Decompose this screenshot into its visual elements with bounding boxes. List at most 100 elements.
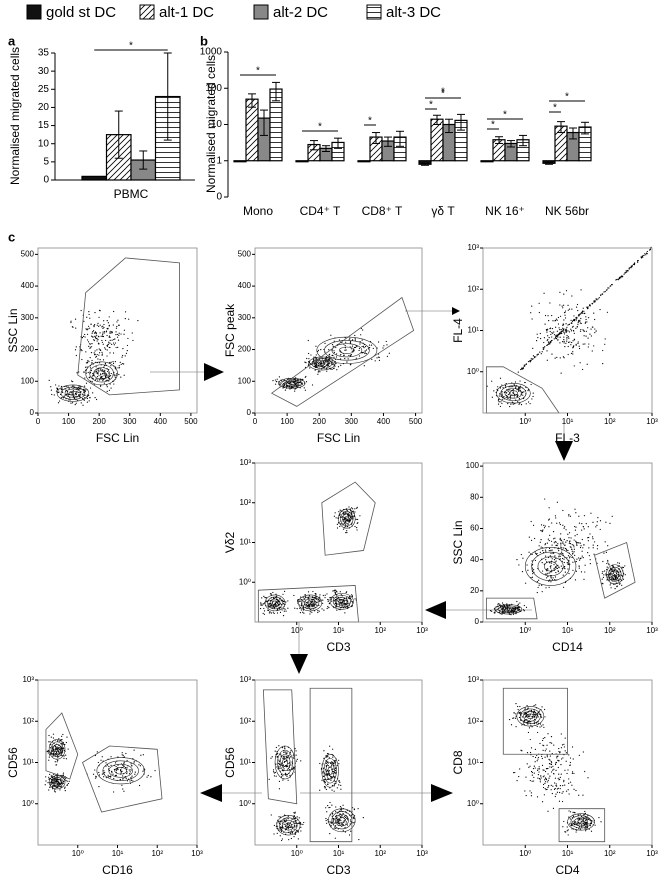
event	[555, 541, 557, 543]
event	[549, 302, 551, 304]
event	[124, 777, 126, 779]
event	[570, 328, 572, 330]
event	[577, 542, 579, 544]
event	[577, 821, 580, 823]
event	[522, 368, 524, 370]
event	[314, 603, 316, 605]
event	[103, 330, 106, 333]
event	[310, 601, 312, 603]
event	[530, 539, 533, 541]
event	[55, 747, 57, 749]
event	[548, 547, 551, 550]
event	[567, 563, 569, 566]
event	[336, 609, 338, 611]
event	[284, 751, 286, 753]
event	[112, 352, 115, 354]
event	[583, 823, 586, 825]
event	[572, 353, 574, 355]
event	[104, 369, 106, 372]
event	[119, 361, 121, 363]
event	[363, 347, 365, 349]
event	[274, 771, 276, 774]
y-tick-label: 10²	[22, 716, 34, 725]
event	[604, 343, 606, 345]
y-tick-label: 10	[211, 119, 223, 130]
event	[543, 775, 545, 777]
error-bar	[396, 130, 404, 147]
event	[524, 707, 526, 709]
event	[105, 331, 107, 333]
x-tick-label: 10⁰	[291, 626, 303, 635]
event	[282, 827, 284, 829]
event	[608, 563, 610, 565]
event	[559, 291, 561, 293]
event	[91, 342, 93, 345]
event	[268, 603, 270, 605]
event	[505, 392, 508, 394]
event	[280, 839, 283, 842]
event	[101, 334, 104, 336]
event	[277, 752, 279, 755]
event	[577, 323, 579, 326]
event	[580, 322, 582, 325]
event	[274, 383, 277, 385]
event	[102, 331, 104, 333]
event	[560, 542, 562, 544]
event	[556, 567, 559, 570]
event	[364, 351, 366, 353]
event	[45, 776, 47, 778]
y-axis-label: Normalised migrated cells	[8, 47, 22, 185]
event	[534, 537, 536, 540]
event	[563, 333, 566, 335]
contour	[516, 706, 545, 727]
event	[293, 836, 295, 838]
event	[533, 704, 535, 707]
event	[265, 601, 267, 603]
event	[99, 377, 101, 379]
event	[559, 315, 562, 317]
event	[520, 553, 522, 556]
event	[283, 610, 285, 612]
event	[569, 556, 571, 558]
event	[362, 352, 364, 354]
event	[566, 329, 568, 332]
event	[289, 756, 292, 758]
event	[279, 382, 281, 384]
y-axis-label: FL-4	[451, 318, 465, 343]
event	[529, 715, 531, 717]
event	[326, 753, 329, 755]
event	[540, 539, 542, 541]
contour	[500, 385, 527, 401]
event	[94, 354, 96, 356]
event	[110, 361, 112, 363]
event	[60, 752, 62, 754]
x-tick-label: CD4⁺ T	[300, 204, 341, 218]
y-axis-label: CD56	[223, 747, 237, 778]
y-tick-label: 5	[43, 156, 49, 167]
event	[113, 310, 115, 313]
event	[345, 599, 347, 601]
event	[57, 402, 60, 404]
contour	[308, 356, 336, 371]
event	[621, 584, 623, 586]
event	[345, 591, 347, 594]
error-bar	[445, 118, 453, 134]
event	[642, 256, 644, 258]
event	[342, 821, 344, 823]
event	[65, 393, 68, 395]
event	[339, 805, 342, 808]
event	[48, 776, 50, 778]
event	[67, 386, 69, 388]
event	[278, 765, 280, 767]
event	[58, 400, 61, 402]
event	[550, 784, 552, 786]
event	[285, 755, 287, 757]
event	[559, 304, 561, 306]
legend-swatch	[253, 4, 269, 20]
event	[566, 540, 568, 542]
event	[637, 260, 639, 262]
y-tick-label: 10²	[239, 498, 251, 507]
event	[56, 761, 58, 763]
event	[559, 752, 561, 754]
